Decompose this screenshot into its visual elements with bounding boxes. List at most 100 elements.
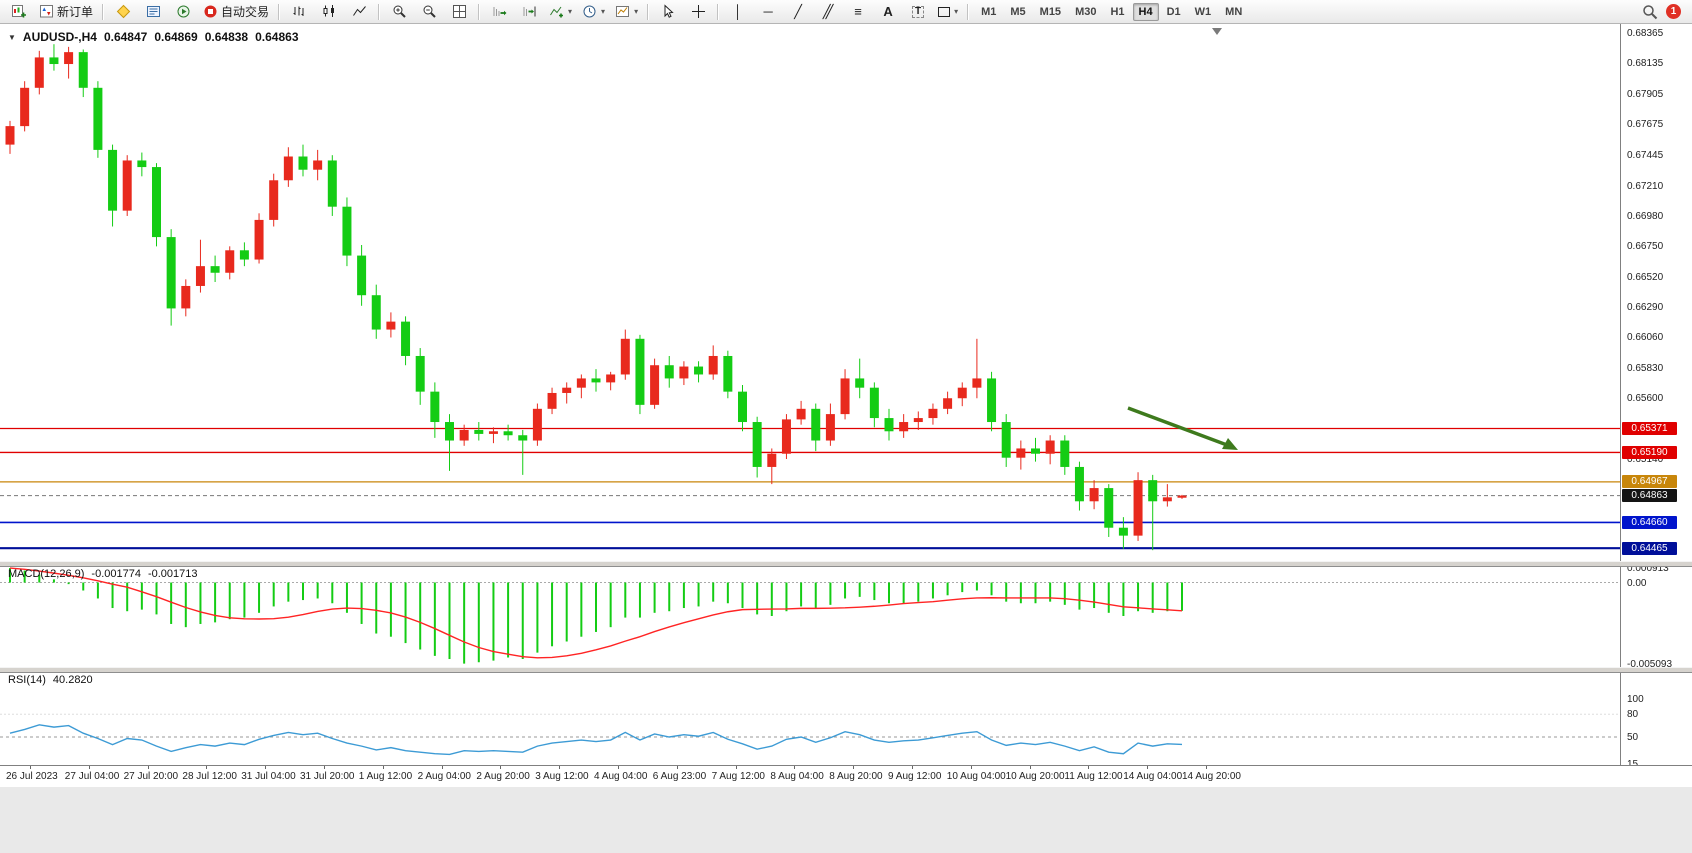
search-icon [1643,4,1658,19]
search-button[interactable] [1636,1,1664,23]
macd-scale-tick: -0.005093 [1627,658,1673,670]
templates-button[interactable]: ▾ [611,1,642,23]
price-tick: 0.66290 [1627,302,1664,314]
vertical-line-button[interactable]: │ [724,1,752,23]
pane-splitter-rsi[interactable] [0,667,1692,673]
time-axis[interactable]: 26 Jul 2023 27 Jul 04:00 27 Jul 20:00 28 Ju… [0,765,1692,787]
ohlc-low: 0.64838 [204,30,249,44]
indicators-icon [550,6,564,18]
toolbar-separator [278,3,281,20]
timeframe-button-h4[interactable]: H4 [1132,2,1159,21]
auto-scroll-button[interactable] [485,1,513,23]
time-tick [324,766,325,769]
price-tick: 0.66520 [1627,271,1664,283]
timeframe-button-mn[interactable]: MN [1225,5,1243,18]
time-axis-label: 4 Aug 04:00 [594,771,648,782]
pane-splitter-macd[interactable] [0,561,1692,567]
trendline-button[interactable]: ╱ [784,1,812,23]
strategy-tester-icon [177,5,190,18]
timeframe-button-m5[interactable]: M5 [1010,5,1026,18]
time-tick [618,766,619,769]
chevron-down-icon: ▾ [634,7,639,16]
timeframe-button-d1[interactable]: D1 [1166,5,1181,18]
time-tick [794,766,796,769]
market-watch-button[interactable] [139,1,167,23]
toolbar-separator [102,3,105,20]
metaeditor-button[interactable] [109,1,137,23]
time-tick [1029,766,1031,769]
candlestick-chart-button[interactable] [315,1,343,23]
price-tick: 0.67445 [1627,149,1664,161]
crosshair-button[interactable] [684,1,712,23]
bar-chart-button[interactable] [285,1,313,23]
cursor-button[interactable] [654,1,682,23]
time-axis-label: 1 Aug 12:00 [358,771,413,782]
shapes-button[interactable]: ▾ [934,1,962,23]
fibonacci-button[interactable]: ≡ [844,1,872,23]
channel-icon: ╱╱ [822,4,834,19]
time-axis-label: 3 Aug 12:00 [535,771,589,782]
time-tick [1206,766,1207,769]
symbol-period-label: AUDUSD-,H4 [22,30,97,44]
periods-button[interactable]: ▾ [578,1,609,23]
price-axis[interactable]: 0.68365 0.68135 0.67905 0.67675 0.67445 0.672… [1620,24,1692,770]
fibonacci-icon: ≡ [854,4,862,19]
price-tick: 0.68135 [1627,58,1664,70]
chart-shift-button[interactable] [515,1,543,23]
cursor-icon [664,4,674,18]
timeframe-button-h1[interactable]: H1 [1110,5,1125,18]
time-axis-label: 8 Aug 20:00 [829,771,883,782]
timeframe-button-w1[interactable]: W1 [1194,5,1212,18]
zoom-in-button[interactable] [385,1,413,23]
workspace-background [0,786,1692,853]
indicators-button[interactable]: ▾ [545,1,576,23]
autotrading-icon [204,5,217,18]
rsi-scale-tick: 50 [1627,732,1639,743]
timeframe-button-m30[interactable]: M30 [1075,5,1097,18]
price-line-badge: 0.65371 [1622,422,1677,435]
rsi-value: 40.2820 [52,674,93,686]
price-tick: 0.67905 [1627,88,1664,100]
toolbar-separator [967,3,970,20]
one-click-trading-toggle[interactable]: ▼ [8,32,16,42]
crosshair-icon [691,5,705,18]
text-tool-icon: A [883,4,893,19]
new-chart-button[interactable] [5,1,33,23]
macd-label: MACD(12,26,9) -0.001774 -0.001713 [8,568,198,580]
rsi-name: RSI(14) [8,674,46,686]
toolbar-separator [717,3,720,20]
clock-icon [583,5,596,18]
time-axis-label: 28 Jul 12:00 [182,771,237,782]
notifications-badge[interactable]: 1 [1666,4,1681,19]
timeframe-button-m1[interactable]: M1 [981,5,997,18]
time-axis-label: 10 Aug 20:00 [1005,771,1065,782]
label-tool-button[interactable]: T [904,1,932,23]
metaeditor-icon [116,4,130,19]
candlestick-chart-icon [323,5,334,17]
new-chart-icon [11,5,26,18]
toolbar-separator [478,3,481,20]
zoom-out-button[interactable] [415,1,443,23]
channel-button[interactable]: ╱╱ [814,1,842,23]
new-order-button[interactable]: 新订单 [35,1,97,23]
toolbar-separator [647,3,650,20]
tile-windows-button[interactable] [445,1,473,23]
time-tick [500,766,502,769]
text-tool-button[interactable]: A [874,1,902,23]
horizontal-line-button[interactable]: ─ [754,1,782,23]
timeframe-button-m15[interactable]: M15 [1039,5,1062,18]
time-tick [1147,766,1149,769]
price-line-badge: 0.64967 [1622,475,1677,489]
chevron-down-icon: ▾ [954,7,959,16]
autotrading-label: 自动交易 [221,5,270,19]
price-tick: 0.65600 [1627,393,1664,405]
auto-scroll-icon [493,7,507,16]
strategy-tester-button[interactable] [169,1,197,23]
line-chart-button[interactable] [345,1,373,23]
label-tool-icon: T [912,5,925,18]
macd-signal-value: -0.001713 [147,568,198,580]
rsi-scale-tick: 80 [1627,709,1639,721]
shapes-icon [938,6,951,17]
autotrading-button[interactable]: 自动交易 [199,1,273,23]
